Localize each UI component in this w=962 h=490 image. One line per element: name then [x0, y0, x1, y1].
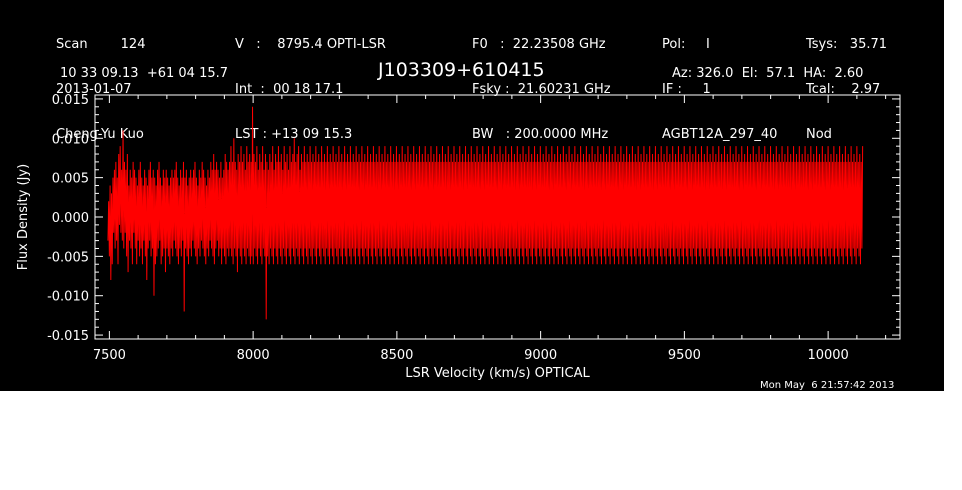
- rest-frequency: F0 : 22.23508 GHz: [472, 37, 606, 52]
- y-tick-label: 0.000: [52, 211, 89, 226]
- source-name: J103309+610415: [378, 59, 545, 81]
- x-axis: 7500 8000 8500 9000 9500 10000: [93, 95, 887, 363]
- header-col3: F0 : 22.23508 GHz Fsky : 21.60231 GHz BW…: [472, 7, 611, 172]
- bandwidth: BW : 200.0000 MHz: [472, 127, 609, 142]
- sky-frequency: Fsky : 21.60231 GHz: [472, 82, 611, 97]
- tcal: Tcal: 2.97: [806, 82, 881, 97]
- x-tick-label: 8500: [380, 348, 413, 363]
- velocity: V : 8795.4 OPTI-LSR: [235, 37, 386, 52]
- project-id: AGBT12A_297_40: [662, 127, 778, 142]
- proc-type: Nod: [806, 127, 832, 142]
- integration-time: Int : 00 18 17.1: [235, 82, 344, 97]
- y-axis: 0.015 0.010 0.005 0.000 -0.005 -0.010 -0.015: [47, 93, 900, 344]
- plot-panel: Scan 124 2013-01-07 Cheng-Yu Kuo V : 879…: [0, 0, 944, 391]
- if-number: IF : 1: [662, 82, 711, 97]
- header-col5: Tsys: 35.71 Tcal: 2.97 Nod: [806, 7, 887, 172]
- x-axis-label: LSR Velocity (km/s) OPTICAL: [405, 366, 590, 381]
- y-tick-label: 0.010: [52, 132, 89, 147]
- x-tick-label: 7500: [93, 348, 126, 363]
- y-axis-label: Flux Density (Jy): [16, 164, 31, 270]
- obs-date: 2013-01-07: [56, 82, 132, 97]
- source-coordinates: 10 33 09.13 +61 04 15.7: [60, 66, 229, 81]
- az-el-ha: Az: 326.0 El: 57.1 HA: 2.60: [672, 66, 864, 81]
- x-tick-label: 8000: [237, 348, 270, 363]
- y-tick-label: -0.005: [47, 250, 89, 265]
- spectrum-chart: 7500 8000 8500 9000 9500 10000 0.015 0.010 0.00…: [16, 93, 901, 381]
- y-tick-label: -0.010: [47, 290, 89, 305]
- y-tick-label: 0.005: [52, 172, 89, 187]
- x-tick-label: 10000: [807, 348, 848, 363]
- header-col4: Pol: I IF : 1 AGBT12A_297_40: [662, 7, 777, 172]
- x-tick-label: 9500: [668, 348, 701, 363]
- header-col2: V : 8795.4 OPTI-LSR Int : 00 18 17.1 LST…: [235, 7, 386, 172]
- spectrum-series-line: [107, 106, 864, 320]
- y-tick-label: 0.015: [52, 93, 89, 108]
- scan-number: Scan 124: [56, 37, 146, 52]
- polarization: Pol: I: [662, 37, 710, 52]
- y-tick-label: -0.015: [47, 329, 89, 344]
- tsys: Tsys: 35.71: [806, 37, 888, 52]
- plot-timestamp: Mon May 6 21:57:42 2013: [760, 380, 895, 391]
- x-tick-label: 9000: [524, 348, 557, 363]
